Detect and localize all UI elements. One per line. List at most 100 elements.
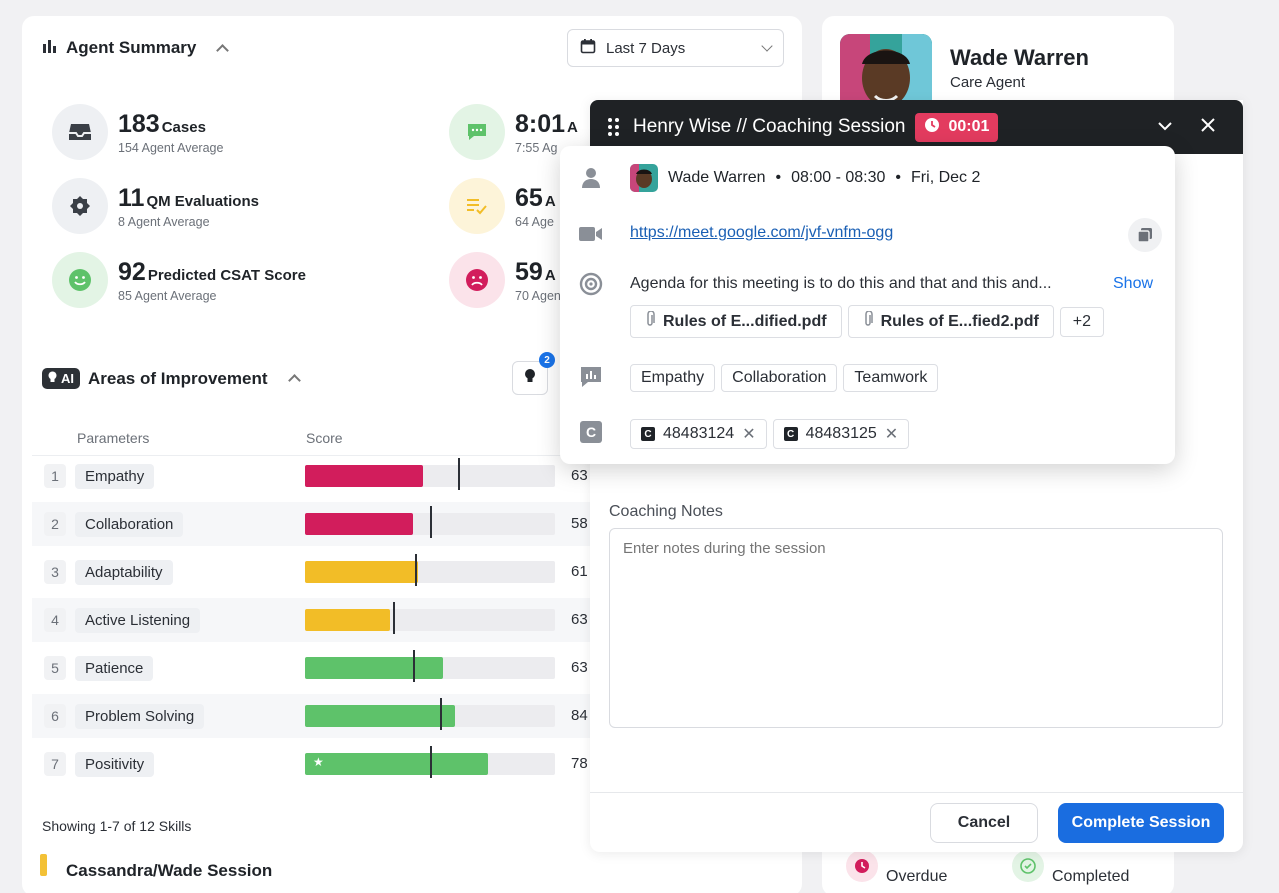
ai-label: AI xyxy=(61,371,74,386)
meeting-attendee-row: Wade Warren • 08:00 - 08:30 • Fri, Dec 2 xyxy=(630,164,980,192)
score-bar-fill xyxy=(305,609,390,631)
parameter-name: Patience xyxy=(75,655,154,681)
paperclip-icon xyxy=(645,310,655,332)
attendee-name: Wade Warren xyxy=(668,169,766,186)
stat-label: QM Evaluations xyxy=(146,192,259,210)
case-icon: C xyxy=(578,419,604,445)
session-title: Henry Wise // Coaching Session xyxy=(633,116,906,137)
score-value: 61 xyxy=(571,563,588,580)
improvement-header[interactable]: AI Areas of Improvement xyxy=(42,368,301,389)
svg-text:C: C xyxy=(586,424,596,440)
stat-score: 65 A 64 Age xyxy=(449,178,556,234)
calendar-icon xyxy=(580,38,596,58)
attachment-name: Rules of E...fied2.pdf xyxy=(880,312,1039,330)
copy-icon[interactable] xyxy=(1128,218,1162,252)
benchmark-marker xyxy=(430,746,432,778)
footer-divider xyxy=(590,792,1243,793)
session-title: Cassandra/Wade Session xyxy=(66,861,273,880)
stat-csat: 92 Predicted CSAT Score 85 Agent Average xyxy=(52,252,306,308)
score-value: 63 xyxy=(571,659,588,676)
parameter-name: Empathy xyxy=(75,463,155,489)
score-value: 84 xyxy=(571,707,588,724)
checklist-icon xyxy=(449,178,505,234)
person-icon xyxy=(578,165,604,191)
row-index: 5 xyxy=(44,656,66,680)
check-circle-icon xyxy=(1012,850,1044,882)
cancel-button[interactable]: Cancel xyxy=(930,803,1038,843)
attachment-chip[interactable]: Rules of E...dified.pdf xyxy=(630,305,842,338)
stat-label: A xyxy=(544,266,556,284)
table-row[interactable]: 6 Problem Solving 84 xyxy=(32,694,592,738)
timer-value: 00:01 xyxy=(948,118,990,135)
parameter-name: Adaptability xyxy=(75,559,173,585)
score-bar-track xyxy=(305,602,555,634)
remove-icon[interactable]: ✕ xyxy=(884,426,899,443)
overdue-stat: Overdue xyxy=(846,846,947,886)
table-row[interactable]: 7 Positivity ★ 78 xyxy=(32,742,592,786)
stat-average: 64 Age xyxy=(515,214,554,229)
score-value: 58 xyxy=(571,515,588,532)
clock-icon xyxy=(846,850,878,882)
table-row[interactable]: 5 Patience 63 xyxy=(32,646,592,690)
stat-value: 59 xyxy=(515,257,543,286)
date-range-value: Last 7 Days xyxy=(606,39,686,57)
more-attachments-chip[interactable]: +2 xyxy=(1059,306,1105,337)
row-index: 3 xyxy=(44,560,66,584)
chevron-down-icon[interactable] xyxy=(1157,118,1173,136)
remove-icon[interactable]: ✕ xyxy=(742,426,756,443)
chat-icon xyxy=(449,104,505,160)
improvement-title: Areas of Improvement xyxy=(88,368,268,388)
completed-label: Completed xyxy=(1052,868,1130,885)
table-row[interactable]: 3 Adaptability 61 xyxy=(32,550,592,594)
score-bar-fill xyxy=(305,465,423,487)
session-color-bar xyxy=(40,854,47,876)
table-row[interactable]: 1 Empathy 63 xyxy=(32,454,592,498)
overdue-label: Overdue xyxy=(886,868,948,885)
column-header-parameters: Parameters xyxy=(77,429,150,446)
close-icon[interactable] xyxy=(1201,117,1215,137)
score-bar-fill xyxy=(305,561,418,583)
complete-session-button[interactable]: Complete Session xyxy=(1058,803,1224,843)
parameter-name: Positivity xyxy=(75,751,155,777)
meeting-link[interactable]: https://meet.google.com/jvf-vnfm-ogg xyxy=(630,224,894,241)
attachment-name: Rules of E...dified.pdf xyxy=(663,312,827,330)
insights-count-badge: 2 xyxy=(539,352,555,368)
show-more-link[interactable]: Show xyxy=(1113,275,1154,292)
agent-summary-header[interactable]: Agent Summary xyxy=(42,38,230,58)
table-row[interactable]: 4 Active Listening 63 xyxy=(32,598,592,642)
completed-stat: Completed xyxy=(1012,846,1129,886)
chevron-down-icon xyxy=(761,40,773,52)
benchmark-marker xyxy=(430,506,432,538)
benchmark-marker xyxy=(415,554,417,586)
case-number: 48483125 xyxy=(805,425,877,442)
chevron-up-icon[interactable] xyxy=(216,43,230,57)
date-range-select[interactable]: Last 7 Days xyxy=(567,29,784,67)
coaching-session-header: Henry Wise // Coaching Session 00:01 xyxy=(590,100,1243,154)
parameter-name: Active Listening xyxy=(75,607,201,633)
stat-label: A xyxy=(544,192,556,210)
separator-dot: • xyxy=(775,169,782,186)
stat-value: 92 xyxy=(118,257,146,286)
agent-summary-title: Agent Summary xyxy=(66,38,197,57)
cases-row: C 48483124 ✕ C 48483125 ✕ xyxy=(630,419,915,449)
attachment-chip[interactable]: Rules of E...fied2.pdf xyxy=(847,305,1054,338)
benchmark-marker xyxy=(440,698,442,730)
score-bar-track: ★ xyxy=(305,746,555,778)
stat-qm-evaluations: 11 QM Evaluations 8 Agent Average xyxy=(52,178,259,234)
benchmark-marker xyxy=(392,602,395,634)
sad-face-icon xyxy=(449,252,505,308)
parameter-name: Problem Solving xyxy=(75,703,205,729)
stat-handle-time: 8:01 A 7:55 Ag xyxy=(449,104,578,160)
attachments-row: Rules of E...dified.pdf Rules of E...fie… xyxy=(630,305,1110,338)
score-bar-fill xyxy=(305,513,413,535)
avatar xyxy=(630,164,658,192)
case-type-icon: C xyxy=(783,427,798,441)
insights-button[interactable]: 2 xyxy=(512,352,555,395)
score-value: 78 xyxy=(571,755,588,772)
table-row[interactable]: 2 Collaboration 58 xyxy=(32,502,592,546)
score-bar-track xyxy=(305,554,555,586)
feedback-icon xyxy=(578,364,604,390)
drag-handle-icon[interactable] xyxy=(608,118,619,136)
coaching-notes-input[interactable] xyxy=(609,528,1223,728)
chevron-up-icon[interactable] xyxy=(287,374,301,387)
